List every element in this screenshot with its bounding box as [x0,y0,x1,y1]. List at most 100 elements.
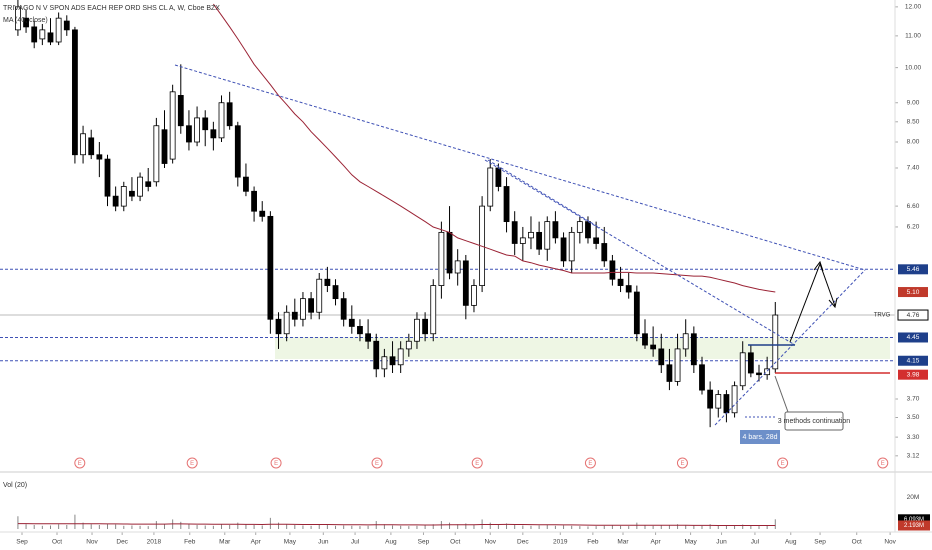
volume-bar [278,522,280,529]
volume-bar [269,517,271,529]
volume-bar [457,524,459,529]
x-tick-label: Oct [450,539,460,546]
candle-body [291,311,298,320]
volume-bar [603,525,605,529]
candle-body [63,20,70,31]
volume-bar [286,524,288,529]
price-label-bg [897,309,929,321]
x-tick-label: Mar [219,539,231,546]
y-tick-label: 10.00 [905,64,922,71]
x-tick-label: Nov [86,539,98,546]
x-tick-label: Oct [852,539,862,546]
candle-body [31,26,38,43]
candle-body [316,278,323,313]
candle-body [283,311,290,335]
drawings [174,64,890,444]
candle-body [625,285,632,293]
candle-body [153,125,160,183]
earnings-marker [74,457,86,469]
candle-body [177,95,184,127]
candle-body [495,167,502,187]
candle-body [405,340,412,350]
x-tick-label: Aug [385,539,397,546]
price-label: 4.76 [907,312,920,319]
y-tick-label: 6.20 [907,224,920,231]
symbol-label: TRVG [874,313,891,319]
volume-label-bg [898,520,930,531]
candle-body [23,17,29,28]
volume-bar [131,525,133,529]
candle-body [617,278,624,286]
candle-body [650,344,657,350]
volume-bar [668,525,670,529]
ma-line [212,3,776,293]
volume-bar [758,526,760,529]
candle-body [642,333,648,346]
candle-body [332,285,339,300]
plot [15,0,779,529]
price-label-bg [898,369,928,380]
volume-bar [98,525,100,529]
x-tick-label: Sep [814,539,826,546]
candle-body [462,260,469,306]
candle-body [756,372,762,376]
x-tick-label: May [684,539,697,546]
candle-body [275,318,282,335]
earnings-label: E [680,461,684,467]
callout-box [784,411,844,431]
candle-body [218,102,225,139]
x-tick-label: Oct [52,539,62,546]
y-tick-label: 3.50 [907,414,920,421]
candle-body [593,237,600,244]
x-tick-label: Sep [418,539,430,546]
volume-bar [66,525,68,529]
volume-bar [383,524,385,529]
candle-body [373,340,380,370]
x-tick-label: Nov [884,539,896,546]
candle-body [169,91,176,160]
volume-bar [188,524,190,529]
volume-bar [204,525,206,529]
volume-bar [693,525,695,529]
earnings-label: E [274,461,278,467]
volume-bar [302,525,304,529]
y-tick-label: 6.60 [907,203,920,210]
y-tick-label: 7.40 [907,165,920,172]
y-tick-label: 8.00 [907,139,920,146]
volume-bar [164,524,166,529]
candle-body [80,133,86,156]
candle-body [137,176,143,197]
candle-body [145,181,152,187]
volume-bar [660,525,662,529]
x-tick-label: May [284,539,297,546]
volume-bar [326,525,328,529]
volume-bar [587,526,589,529]
earnings-marker [584,457,596,469]
y-tick-label: 12.00 [905,4,922,11]
candle-body [340,298,347,320]
candle-body [39,29,46,40]
candle-body [772,314,779,370]
candle-body [715,394,722,409]
volume-bar [139,525,141,529]
volume-legend: Vol (20) [3,482,27,489]
x-tick-label: Sep [16,539,28,546]
x-tick-label: Dec [116,539,128,546]
volume-bar [221,524,223,529]
price-label: 5.46 [907,266,920,273]
volume-bar [367,525,369,529]
y-tick-label: 3.12 [907,453,920,460]
volume-bar [424,525,426,529]
volume-bar [497,524,499,529]
trend-line [487,159,601,229]
volume-bar [41,525,43,529]
support-zone [275,337,890,359]
candle-body [601,243,608,262]
candle-body [568,231,575,262]
x-tick-label: Apr [651,539,662,546]
volume-bar [196,525,198,529]
candle-body [397,348,404,366]
candle-body [55,17,62,43]
candle-body [560,237,567,262]
